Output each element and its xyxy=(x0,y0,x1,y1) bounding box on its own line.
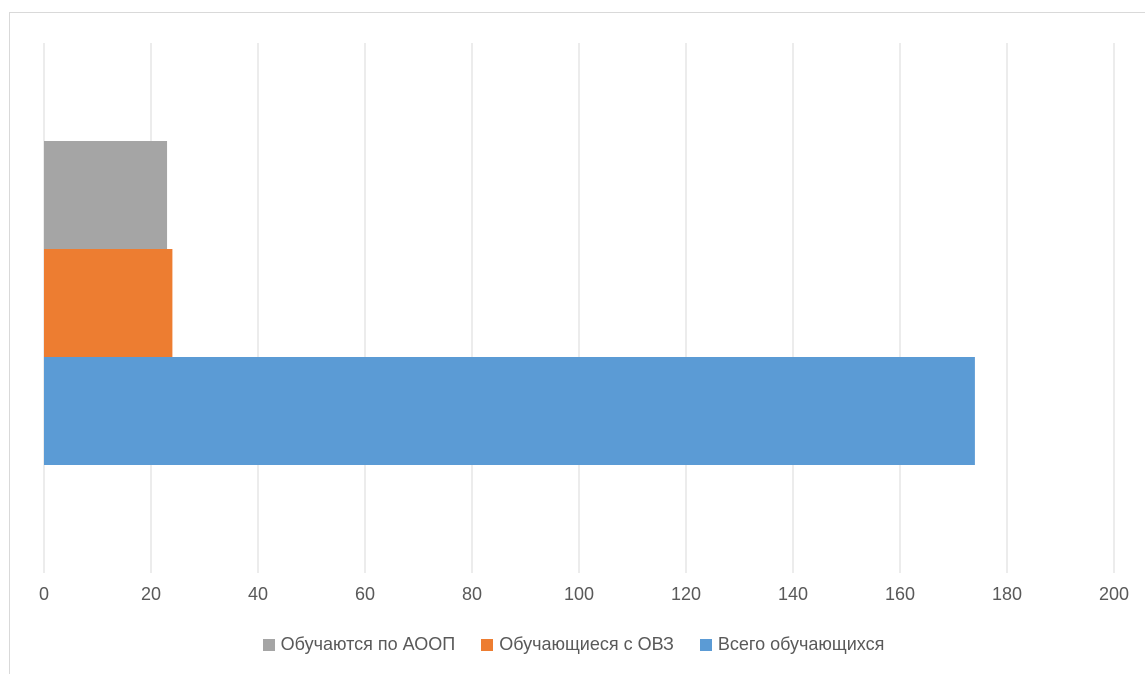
x-tick-label: 200 xyxy=(1099,584,1129,604)
legend-item: Обучаются по АООП xyxy=(262,634,456,655)
x-tick-label: 180 xyxy=(992,584,1022,604)
bar-series-1 xyxy=(44,249,173,357)
legend-item: Всего обучающихся xyxy=(699,634,885,655)
x-tick-label: 140 xyxy=(778,584,808,604)
bar-series-2 xyxy=(44,141,168,249)
legend-swatch xyxy=(481,638,494,651)
x-tick-label: 160 xyxy=(885,584,915,604)
bar-series-0 xyxy=(44,357,975,465)
legend-item: Обучающиеся с ОВЗ xyxy=(481,634,674,655)
legend-swatch xyxy=(262,638,275,651)
x-tick-label: 60 xyxy=(355,584,375,604)
legend-label: Всего обучающихся xyxy=(717,634,885,654)
x-tick-label: 20 xyxy=(141,584,161,604)
x-tick-label: 80 xyxy=(462,584,482,604)
x-tick-label: 0 xyxy=(39,584,49,604)
legend-label: Обучающиеся с ОВЗ xyxy=(499,634,674,654)
x-tick-label: 40 xyxy=(248,584,268,604)
legend-label: Обучаются по АООП xyxy=(280,634,456,654)
x-tick-label: 120 xyxy=(671,584,701,604)
chart-frame xyxy=(9,12,1145,674)
legend-swatch xyxy=(699,638,712,651)
chart-legend: Обучаются по АООП Обучающиеся с ОВЗ Всего … xyxy=(0,634,1147,655)
x-tick-label: 100 xyxy=(564,584,594,604)
